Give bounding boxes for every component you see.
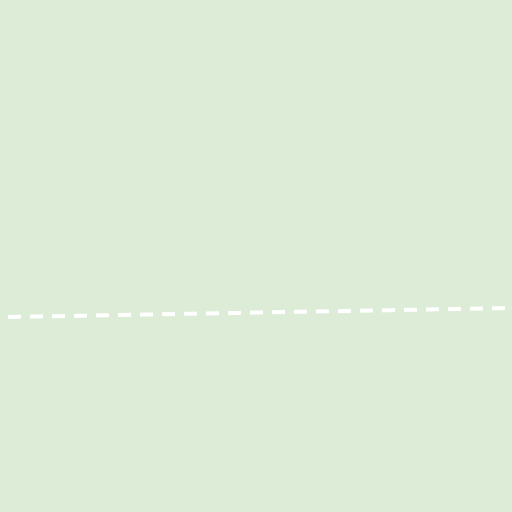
dashed-trail-path bbox=[7, 306, 512, 319]
